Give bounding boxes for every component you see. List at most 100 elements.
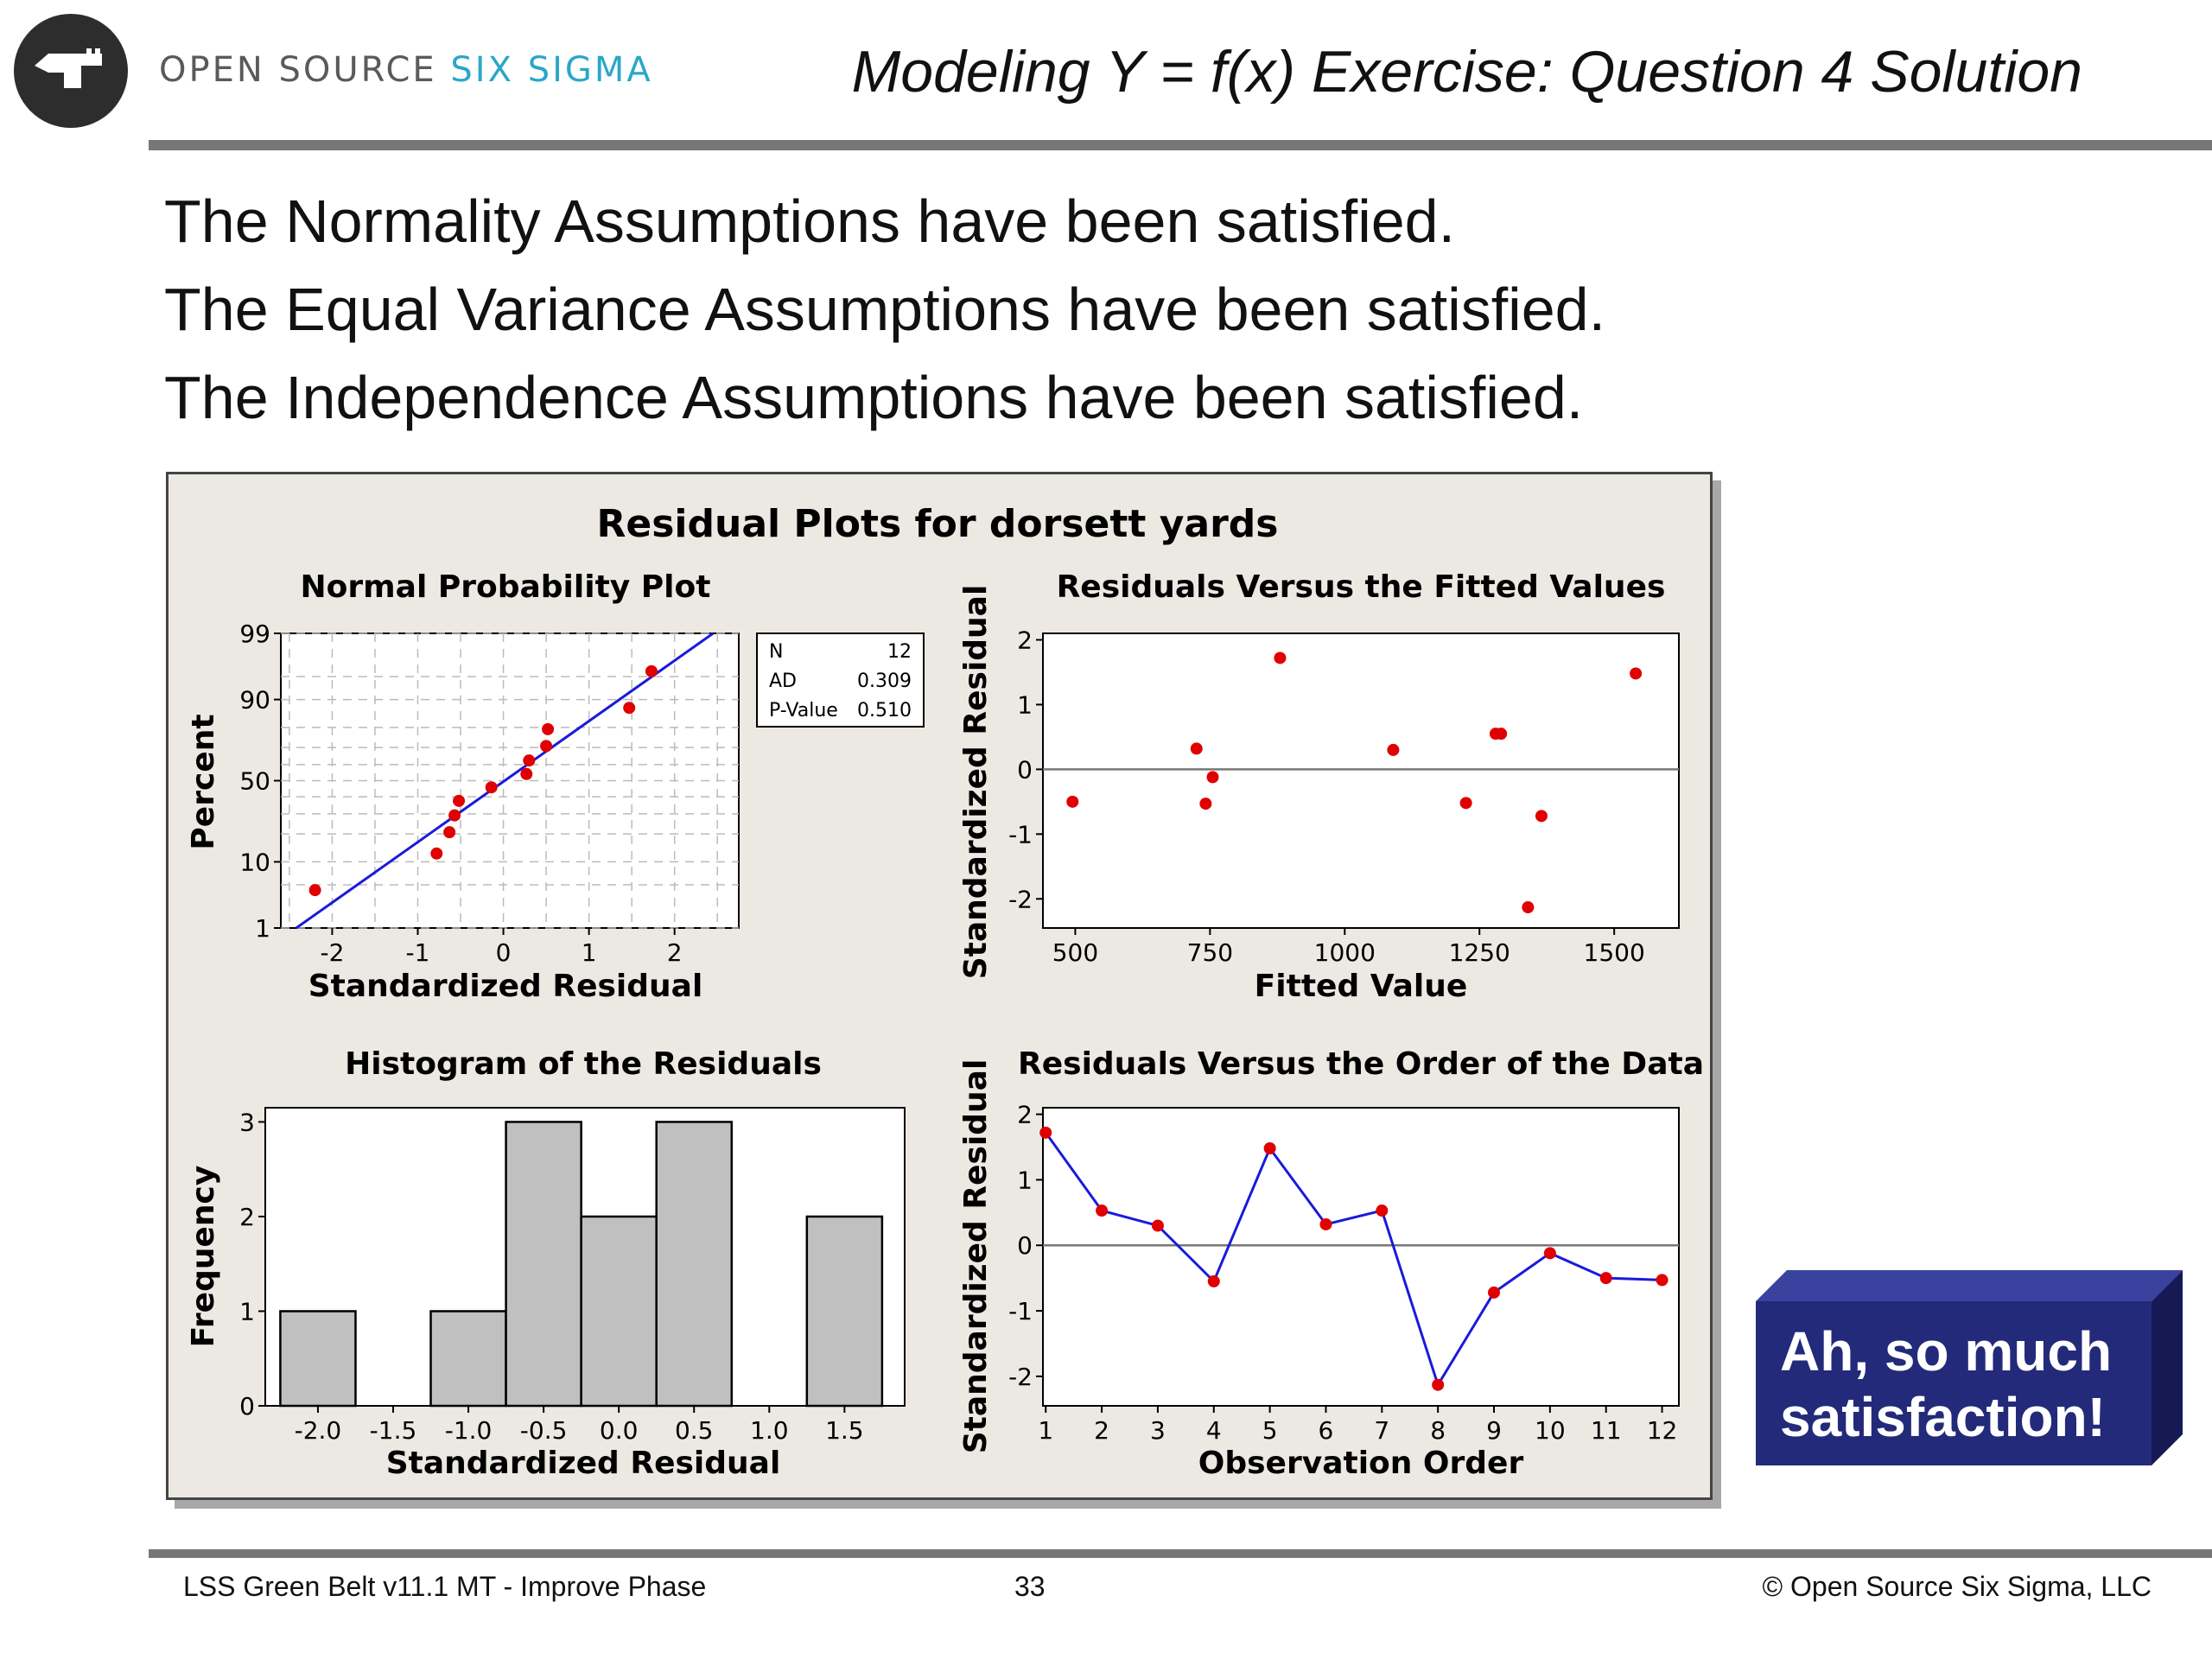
fitted-plot-ytick-label: -1 [1008,820,1033,849]
normal-plot-title: Normal Probability Plot [301,569,711,605]
order-plot-point [1039,1126,1052,1139]
normal-plot-stat-value: 12 [887,641,912,663]
histogram-ytick-label: 2 [239,1203,255,1231]
order-plot-point [1096,1205,1109,1217]
histogram-bar [805,1215,884,1408]
order-plot-xtick-label: 1 [1038,1416,1053,1445]
order-plot-ytick-label: -1 [1008,1297,1033,1325]
order-plot-point [1656,1274,1669,1287]
fitted-plot-title: Residuals Versus the Fitted Values [1057,569,1666,605]
statement-equal-variance: The Equal Variance Assumptions have been… [164,276,1606,343]
histogram-bar [279,1310,357,1408]
normal-plot-point [542,722,555,735]
order-plot-xtick-label: 8 [1430,1416,1446,1445]
order-plot-xlabel: Observation Order [1198,1446,1524,1481]
fitted-plot-point [1522,901,1535,914]
normal-plot-xtick-label: 0 [496,938,512,967]
callout-line-1: Ah, so much [1780,1320,2113,1382]
histogram-ylabel: Frequency [186,1166,221,1348]
fitted-plot-ytick-label: 0 [1017,755,1033,784]
header-rule [149,140,2212,150]
normal-plot-fit-line [295,632,715,930]
normal-plot-point [523,754,536,767]
histogram-bar [580,1215,658,1408]
normal-plot-xlabel: Standardized Residual [308,969,703,1004]
order-plot-point [1207,1274,1220,1287]
order-plot-line [1045,1131,1662,1389]
order-plot-xtick-label: 5 [1262,1416,1278,1445]
fitted-plot-point [1199,798,1212,810]
normal-plot-ytick-label: 1 [255,914,270,943]
fitted-plot-xtick-label: 1250 [1449,938,1510,967]
normal-plot-ytick-label: 90 [239,686,270,715]
footer-rule [149,1549,2212,1558]
fitted-plot-point [1066,795,1079,808]
brand-name-part1: OPEN SOURCE [159,50,437,90]
fitted-plot-point [1274,652,1287,664]
normal-plot-stats-box [756,632,925,728]
fitted-plot-point [1387,743,1400,756]
histogram-xtick-label: -2.0 [295,1416,342,1445]
order-plot-ytick-label: 0 [1017,1231,1033,1260]
residual-plots-svg: Residual Plots for dorsett yards Normal P… [186,502,1704,1481]
fitted-plot-frame [1042,632,1680,929]
histogram-title: Histogram of the Residuals [345,1046,822,1082]
normal-plot-point [520,767,533,780]
brand-name: OPEN SOURCE SIX SIGMA [159,50,653,90]
order-plot-point [1488,1286,1501,1299]
fitted-plot-point [1190,742,1203,755]
logo-icon [14,14,128,128]
normal-plot-xtick-label: -2 [320,938,344,967]
normal-plot-stat-name: N [769,641,783,663]
brand-name-part2: SIX SIGMA [450,50,653,90]
order-plot-point [1599,1272,1612,1285]
fitted-plot-ytick-label: 1 [1017,690,1033,719]
normal-plot-point [645,664,658,677]
normal-plot-point [448,809,461,822]
order-plot-point [1151,1219,1164,1232]
statement-normality: The Normality Assumptions have been sati… [164,188,1456,255]
page-number: 33 [1014,1571,1046,1602]
histogram-bar [655,1121,734,1408]
fitted-plot-xtick-label: 1000 [1314,938,1376,967]
order-plot-frame [1042,1107,1680,1407]
normal-plot-point [623,702,636,715]
normal-plot-ytick-label: 50 [239,767,270,796]
histogram-xtick-label: 1.0 [750,1416,789,1445]
order-plot-point [1432,1378,1445,1391]
histogram-bar [505,1121,582,1408]
order-plot-xtick-label: 9 [1486,1416,1502,1445]
histogram-xtick-label: -1.0 [445,1416,493,1445]
normal-plot-stat-value: 0.510 [857,700,912,721]
histogram-xtick-label: 0.0 [600,1416,639,1445]
histogram-xtick-label: 0.5 [675,1416,714,1445]
order-plot-point [1376,1205,1389,1217]
callout-text: Ah, so much satisfaction! [1780,1319,2112,1450]
normal-plot-ylabel: Percent [186,714,221,849]
histogram-xtick-label: 1.5 [825,1416,864,1445]
fitted-plot-point [1630,667,1643,680]
normal-plot-xtick-label: 2 [667,938,683,967]
order-plot-xtick-label: 4 [1206,1416,1222,1445]
residual-plots-panel: Residual Plots for dorsett yards Normal P… [166,472,1713,1500]
normal-plot-point [540,740,553,753]
normal-plot-xtick-label: 1 [582,938,597,967]
normal-plot-stat-name: AD [769,671,797,692]
statement-independence: The Independence Assumptions have been s… [164,364,1584,431]
fitted-plot-ytick-label: 2 [1017,626,1033,654]
fitted-plot-xlabel: Fitted Value [1255,969,1468,1004]
fitted-plot-point [1535,810,1548,823]
order-plot-ylabel: Standardized Residual [958,1059,994,1454]
fitted-plot-xtick-label: 500 [1052,938,1098,967]
normal-plot-point [308,884,321,897]
fitted-plot-xtick-label: 1500 [1584,938,1645,967]
order-plot-title: Residuals Versus the Order of the Data [1018,1046,1704,1082]
order-plot-xtick-label: 3 [1150,1416,1166,1445]
fitted-plot-ylabel: Standardized Residual [958,585,994,980]
normal-plot-stat-name: P-Value [769,700,838,721]
histogram-ytick-label: 0 [239,1392,255,1421]
histogram-bar [429,1310,507,1408]
callout-line-2: satisfaction! [1780,1386,2106,1448]
normal-plot-point [443,826,456,839]
footer-course: LSS Green Belt v11.1 MT - Improve Phase [183,1571,707,1602]
